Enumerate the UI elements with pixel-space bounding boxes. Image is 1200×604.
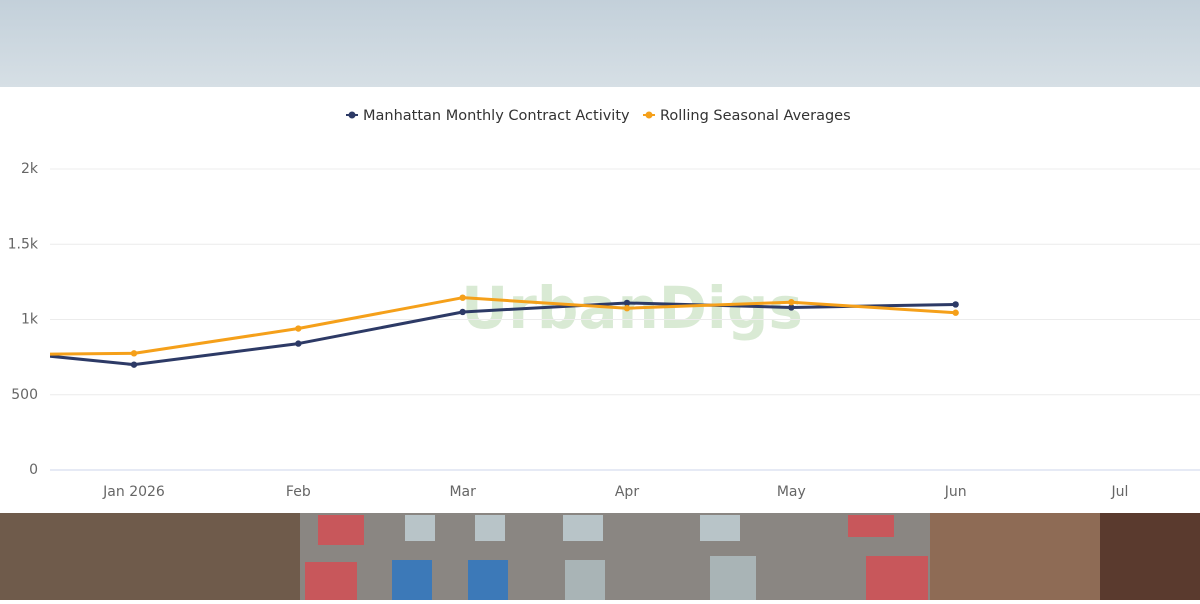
- data-point: [952, 309, 959, 316]
- y-tick-label: 2k: [21, 161, 39, 177]
- y-tick-label: 1.5k: [8, 236, 39, 252]
- data-point: [459, 294, 466, 301]
- legend-label: Manhattan Monthly Contract Activity: [363, 108, 630, 124]
- chart-panel: [0, 87, 1200, 513]
- y-tick-label: 1k: [21, 312, 39, 328]
- x-tick-label: Apr: [615, 484, 639, 500]
- legend-marker: [645, 111, 653, 119]
- data-point: [130, 361, 138, 368]
- x-tick-label: Jun: [944, 484, 967, 500]
- data-point: [623, 305, 631, 312]
- y-tick-label: 500: [11, 387, 38, 403]
- legend-marker: [348, 111, 356, 119]
- data-point: [295, 325, 302, 332]
- background-photo-top: [0, 0, 1200, 87]
- data-point: [623, 299, 631, 307]
- data-point: [130, 350, 138, 357]
- x-tick-label: Jul: [1111, 484, 1129, 500]
- data-point: [459, 308, 466, 316]
- data-point: [952, 301, 959, 308]
- legend-label: Rolling Seasonal Averages: [660, 108, 851, 124]
- x-tick-label: May: [777, 484, 806, 500]
- data-point: [295, 340, 302, 347]
- x-tick-label: Mar: [449, 484, 476, 500]
- plot-area: [50, 294, 959, 368]
- data-point: [788, 298, 795, 306]
- x-tick-label: Jan 2026: [102, 484, 165, 500]
- y-tick-label: 0: [29, 462, 38, 478]
- background-photo-bottom: [0, 513, 1200, 600]
- data-point: [788, 304, 795, 311]
- x-tick-label: Feb: [286, 484, 311, 500]
